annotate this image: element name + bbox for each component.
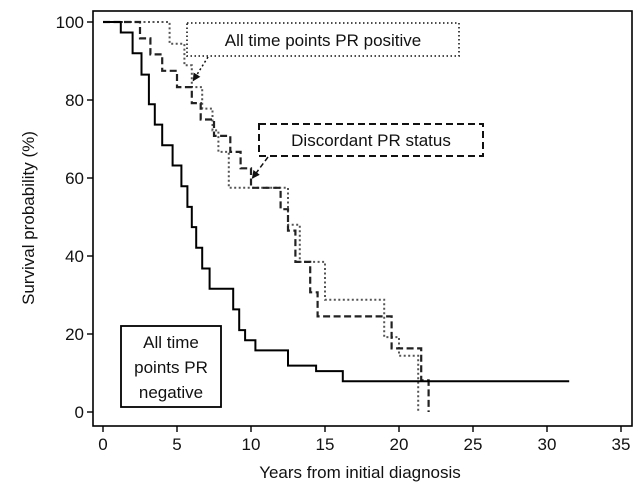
y-tick-label: 20	[65, 325, 84, 344]
y-tick-label: 80	[65, 91, 84, 110]
annotation-pr-positive-text: All time points PR positive	[225, 31, 422, 50]
series-layer	[103, 20, 570, 412]
annotation-discordant-arrow	[251, 156, 269, 179]
x-axis-ticks: 0 5 10 15 20 25 30 35	[98, 426, 630, 454]
annotation-pr-negative: All time points PR negative	[120, 325, 222, 408]
x-tick-label: 0	[98, 435, 107, 454]
x-tick-label: 5	[172, 435, 181, 454]
x-tick-label: 15	[316, 435, 335, 454]
x-tick-label: 20	[390, 435, 409, 454]
annotation-discordant: Discordant PR status	[251, 123, 484, 179]
y-tick-label: 60	[65, 169, 84, 188]
y-tick-label: 40	[65, 247, 84, 266]
x-tick-label: 10	[242, 435, 261, 454]
x-tick-label: 25	[464, 435, 483, 454]
y-tick-label: 100	[56, 13, 84, 32]
annotation-pr-negative-line-3: negative	[139, 383, 203, 402]
series-pr-negative-line	[103, 21, 570, 383]
annotation-discordant-text: Discordant PR status	[291, 131, 451, 150]
annotation-discordant-box	[258, 123, 484, 157]
x-tick-label: 30	[538, 435, 557, 454]
x-tick-label: 35	[612, 435, 631, 454]
annotation-pr-negative-line-2: points PR	[134, 358, 208, 377]
annotation-pr-negative-box	[120, 325, 222, 408]
y-axis-label: Survival probability (%)	[19, 131, 38, 305]
annotation-pr-positive-box	[186, 22, 460, 57]
series-pr-positive-line	[103, 21, 420, 412]
series-discordant-line	[103, 20, 430, 412]
y-axis-ticks: 0 20 40 60 80 100	[56, 13, 93, 422]
y-tick-label: 0	[75, 403, 84, 422]
x-axis-label: Years from initial diagnosis	[259, 463, 461, 482]
annotation-pr-negative-line-1: All time	[143, 333, 199, 352]
annotation-pr-positive: All time points PR positive	[186, 22, 460, 82]
plot-frame	[92, 10, 633, 427]
annotation-pr-positive-arrow	[192, 56, 209, 82]
